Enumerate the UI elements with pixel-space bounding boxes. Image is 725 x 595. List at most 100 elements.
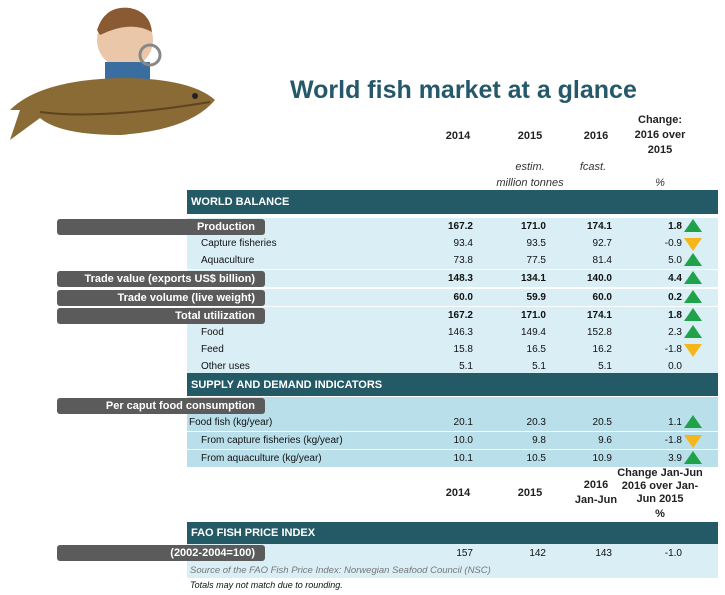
- cell-value: 0.0: [668, 361, 682, 372]
- cell-value: 93.4: [453, 238, 473, 249]
- fcast-label: fcast.: [579, 161, 607, 173]
- cell-value: 10.0: [453, 435, 473, 446]
- col2-2014: 2014: [445, 487, 471, 499]
- cell-value: 1.8: [668, 221, 682, 232]
- table-row: Capture fisheries 93.4 93.5 92.7 -0.9: [187, 235, 718, 252]
- cell-value: 60.0: [592, 292, 612, 303]
- cell-value: 152.8: [586, 327, 612, 338]
- value-2014: 157: [456, 547, 473, 559]
- per-caput-label: Per caput food consumption: [57, 398, 265, 414]
- col-2014: 2014: [445, 130, 471, 142]
- price-index-row: 157 142 143 -1.0: [187, 544, 718, 562]
- table-row: 148.3 134.1 140.0 4.4: [187, 270, 718, 287]
- table-row: Other uses 5.1 5.1 5.1 0.0: [187, 358, 718, 375]
- cell-value: 134.1: [520, 273, 546, 284]
- row-label: From aquaculture (kg/year): [201, 453, 322, 464]
- cell-value: 16.2: [592, 344, 612, 355]
- cell-value: 9.6: [598, 435, 612, 446]
- up-arrow-icon: [684, 219, 702, 232]
- row-label: Total utilization: [57, 308, 265, 324]
- cell-value: 2.3: [668, 327, 682, 338]
- cell-value: -1.8: [664, 344, 682, 355]
- up-arrow-icon: [684, 415, 702, 428]
- row-label: Feed: [201, 344, 224, 355]
- row-label: From capture fisheries (kg/year): [201, 435, 343, 446]
- col2-2016: 2016: [583, 479, 609, 491]
- table-row: 60.0 59.9 60.0 0.2: [187, 289, 718, 306]
- cell-value: -0.9: [664, 238, 682, 249]
- cell-value: 174.1: [586, 221, 612, 232]
- cell-value: 10.9: [592, 453, 612, 464]
- cell-value: 10.5: [526, 453, 546, 464]
- cell-value: 5.1: [459, 361, 473, 372]
- col2-pct: %: [655, 508, 665, 520]
- row-label: Food: [201, 327, 224, 338]
- table-row: 167.2 171.0 174.1 1.8: [187, 307, 718, 324]
- row-label: Food fish (kg/year): [189, 417, 273, 428]
- cell-value: 92.7: [592, 238, 612, 249]
- cell-value: 0.2: [668, 292, 682, 303]
- cell-value: 60.0: [453, 292, 473, 303]
- price-index-label: (2002-2004=100): [57, 545, 265, 561]
- cell-value: 93.5: [526, 238, 546, 249]
- page-title: World fish market at a glance: [290, 76, 637, 104]
- cell-value: 1.8: [668, 310, 682, 321]
- cell-value: 1.1: [668, 417, 682, 428]
- table-row: Food 146.3 149.4 152.8 2.3: [187, 324, 718, 341]
- cell-value: 9.8: [532, 435, 546, 446]
- cell-value: 5.1: [598, 361, 612, 372]
- up-arrow-icon: [684, 253, 702, 266]
- boy-with-fish-image: [10, 7, 215, 140]
- value-2016: 143: [595, 547, 612, 559]
- table-row: Feed 15.8 16.5 16.2 -1.8: [187, 341, 718, 358]
- table-row: 167.2 171.0 174.1 1.8: [187, 218, 718, 235]
- col-2015: 2015: [517, 130, 543, 142]
- cell-value: 3.9: [668, 453, 682, 464]
- down-arrow-icon: [684, 238, 702, 251]
- value-change: -1.0: [664, 547, 682, 559]
- per-caput-row: [187, 397, 718, 414]
- supply-demand-header: SUPPLY AND DEMAND INDICATORS: [187, 373, 718, 396]
- col-2016: 2016: [583, 130, 609, 142]
- down-arrow-icon: [684, 435, 702, 448]
- cell-value: 73.8: [453, 255, 473, 266]
- row-label: Trade value (exports US$ billion): [57, 271, 265, 287]
- row-label: Other uses: [201, 361, 250, 372]
- up-arrow-icon: [684, 308, 702, 321]
- pct-label: %: [655, 177, 665, 189]
- price-source: Source of the FAO Fish Price Index: Norw…: [187, 562, 718, 578]
- price-index-header: FAO FISH PRICE INDEX: [187, 522, 718, 544]
- cell-value: 16.5: [526, 344, 546, 355]
- cell-value: 148.3: [447, 273, 473, 284]
- world-balance-header: WORLD BALANCE: [187, 190, 718, 214]
- table-row: Food fish (kg/year) 20.1 20.3 20.5 1.1: [187, 414, 718, 431]
- up-arrow-icon: [684, 290, 702, 303]
- down-arrow-icon: [684, 344, 702, 357]
- unit-label: million tonnes: [496, 177, 564, 189]
- cell-value: 4.4: [668, 273, 682, 284]
- cell-value: 167.2: [447, 221, 473, 232]
- estim-label: estim.: [515, 161, 545, 173]
- cell-value: 171.0: [520, 310, 546, 321]
- cell-value: 77.5: [526, 255, 546, 266]
- col-change: Change: 2016 over 2015: [634, 114, 686, 156]
- col2-change: Change Jan-Jun 2016 over Jan-Jun 2015: [617, 467, 703, 505]
- cell-value: 140.0: [586, 273, 612, 284]
- cell-value: 146.3: [447, 327, 473, 338]
- up-arrow-icon: [684, 325, 702, 338]
- up-arrow-icon: [684, 271, 702, 284]
- col2-2015: 2015: [517, 487, 543, 499]
- row-label: Trade volume (live weight): [57, 290, 265, 306]
- row-label: Aquaculture: [201, 255, 255, 266]
- footnote: Totals may not match due to rounding.: [190, 580, 343, 590]
- cell-value: 5.1: [532, 361, 546, 372]
- row-label: Capture fisheries: [201, 238, 277, 249]
- cell-value: 149.4: [520, 327, 546, 338]
- cell-value: 20.5: [592, 417, 612, 428]
- cell-value: 10.1: [453, 453, 473, 464]
- cell-value: 5.0: [668, 255, 682, 266]
- row-label: Production: [57, 219, 265, 235]
- col2-janjun: Jan-Jun: [574, 494, 618, 506]
- cell-value: 167.2: [447, 310, 473, 321]
- cell-value: -1.8: [664, 435, 682, 446]
